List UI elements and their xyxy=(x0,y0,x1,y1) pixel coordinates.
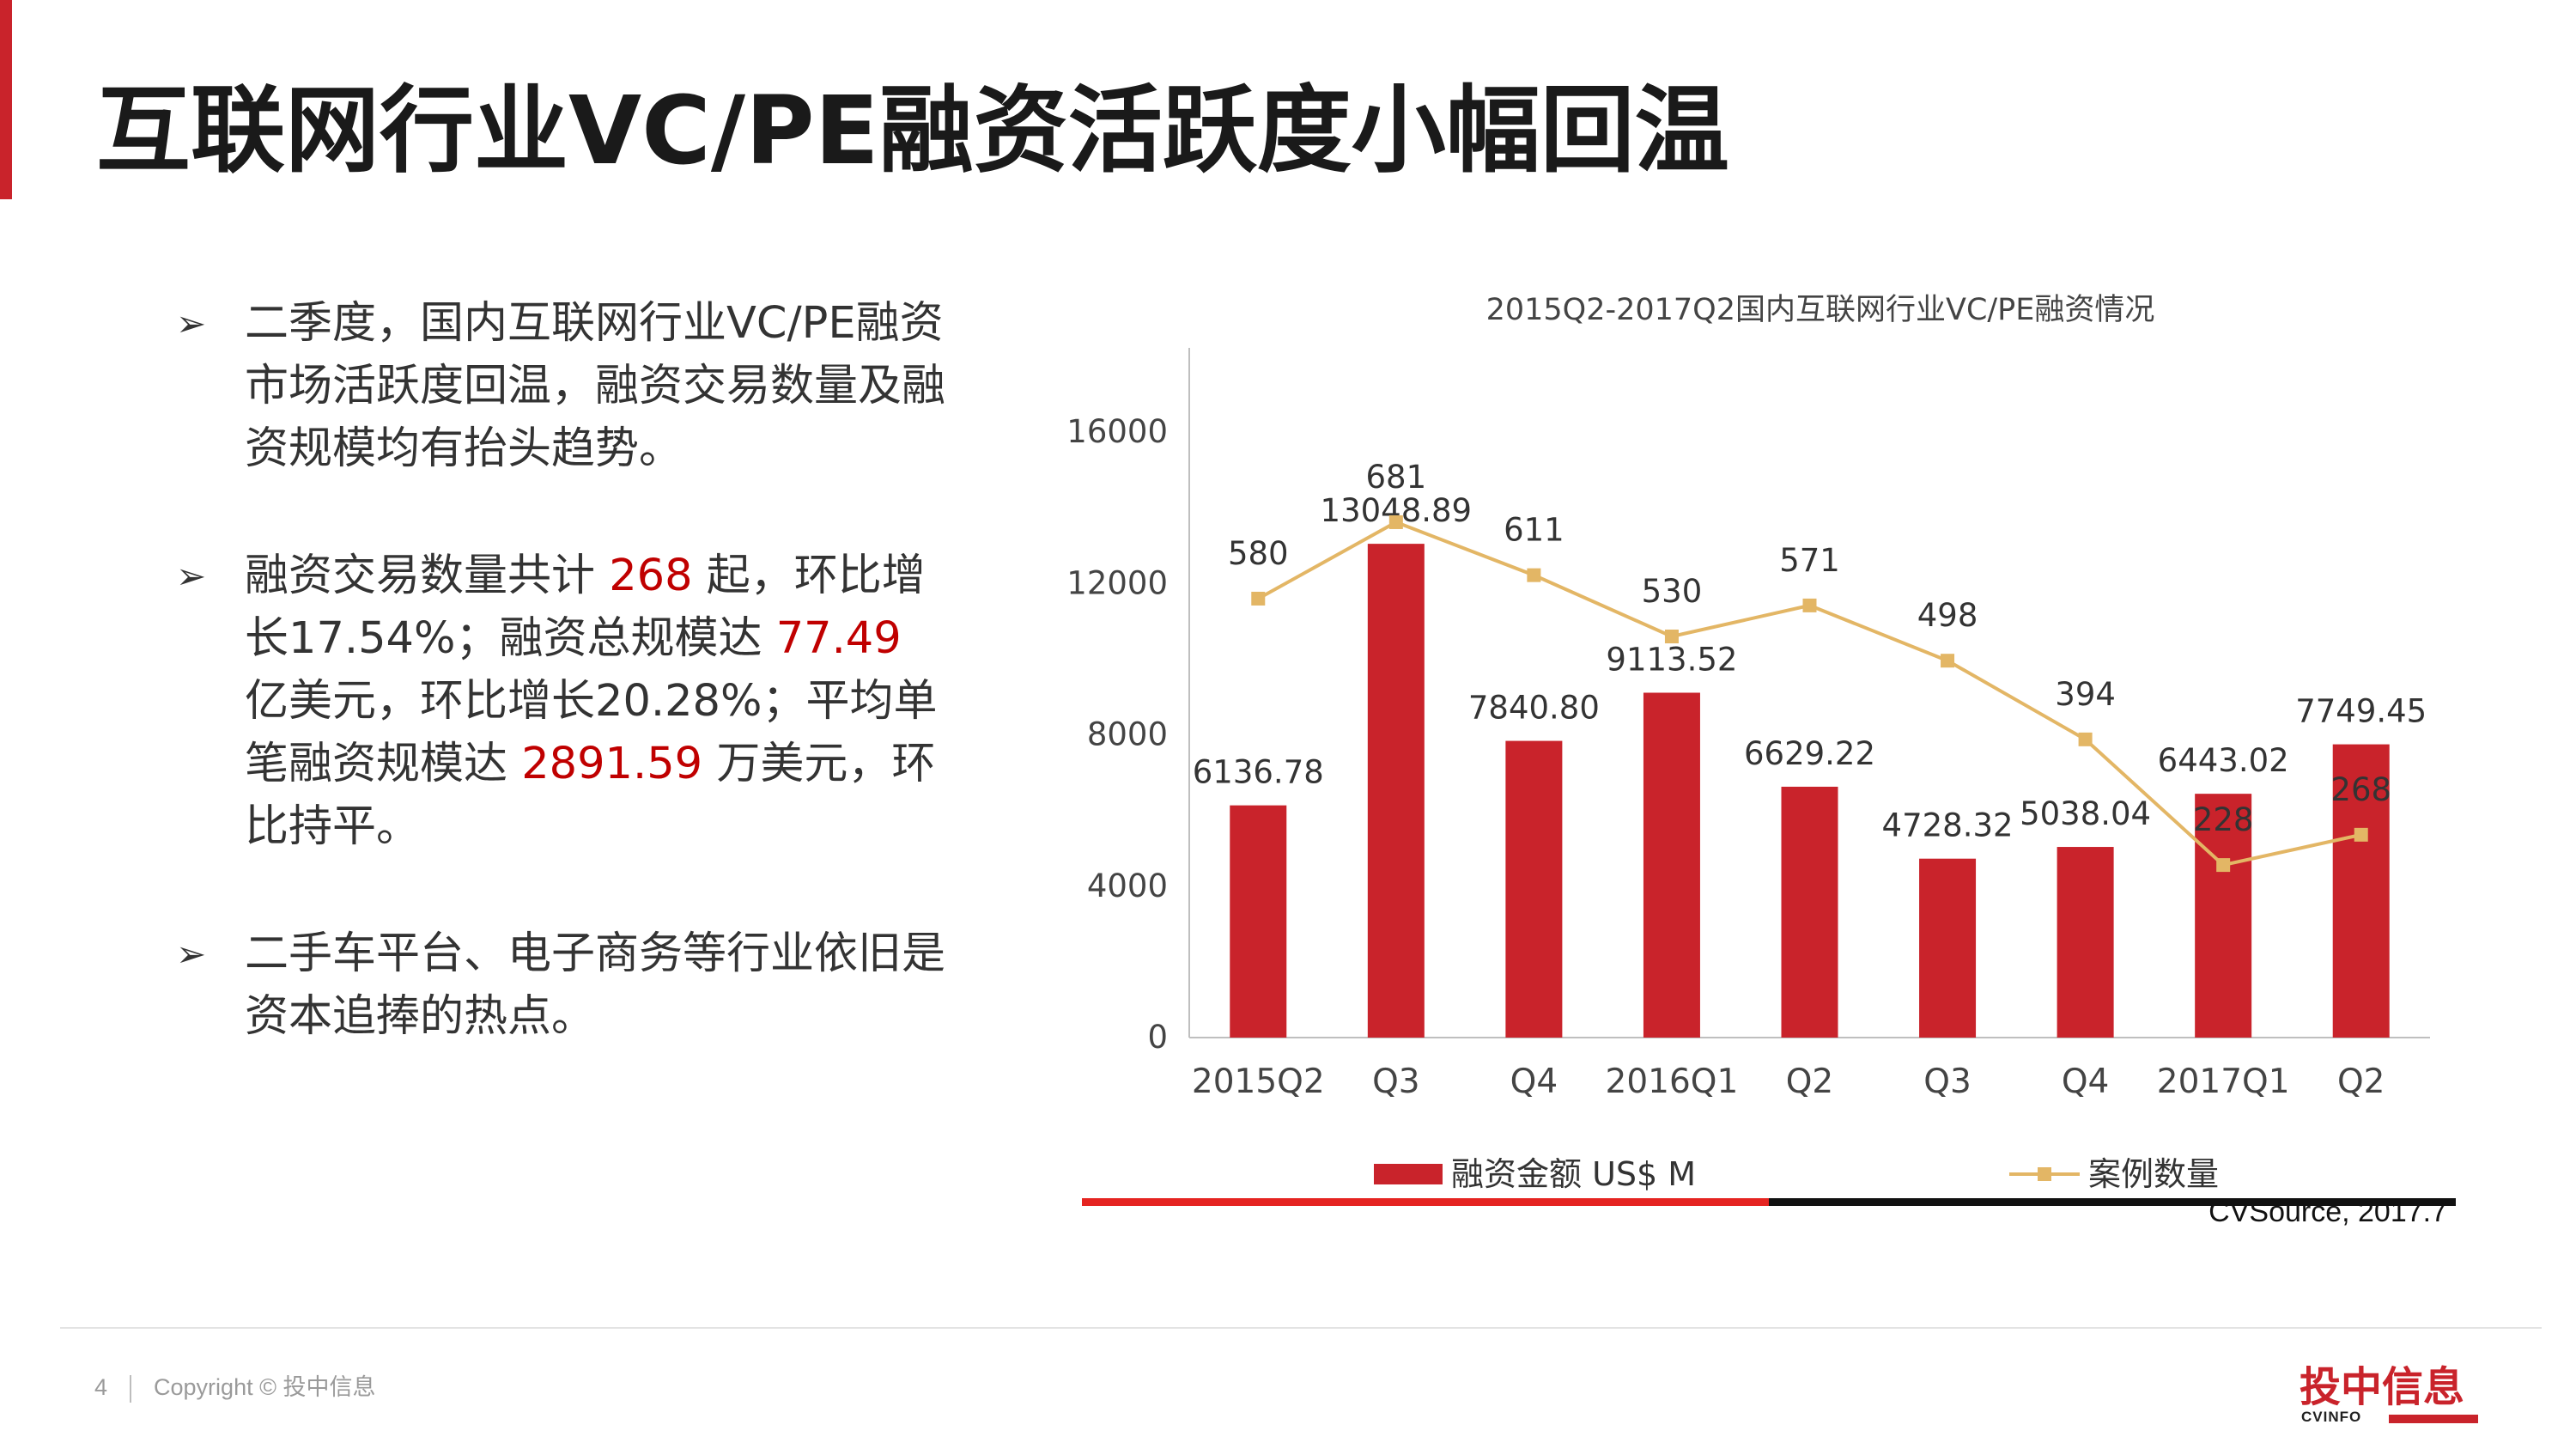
legend-bar-label: 融资金额 US$ M xyxy=(1451,1155,1696,1193)
bar-value-label: 6136.78 xyxy=(1193,754,1324,791)
legend-line-marker xyxy=(2038,1167,2051,1181)
logo-bar xyxy=(2389,1415,2478,1423)
x-tick-label: 2016Q1 xyxy=(1606,1062,1739,1101)
bullet-text: 二手车平台、电子商务等行业依旧是资本追捧的热点。 xyxy=(245,928,946,1042)
line-point xyxy=(1802,598,1817,612)
logo-text: 投中信息 xyxy=(2300,1363,2464,1411)
financing-chart: 2015Q2-2017Q2国内互联网行业VC/PE融资情况 0 4000 8000 12… xyxy=(1066,293,2456,1206)
footer: 4 Copyright © 投中信息 xyxy=(94,1368,375,1403)
bullet-text: 融资交易数量共计 xyxy=(245,551,610,601)
line-value-label: 394 xyxy=(2055,676,2116,713)
chart-title: 2015Q2-2017Q2国内互联网行业VC/PE融资情况 xyxy=(1486,293,2155,327)
bar-value-label: 7749.45 xyxy=(2295,693,2427,730)
bar-value-label: 7840.80 xyxy=(1468,690,1600,727)
arrow-bullet-icon: ➢ xyxy=(176,302,207,344)
y-tick-label: 16000 xyxy=(1066,413,1168,450)
underline-black xyxy=(1769,1198,2456,1206)
bullet-text: 万美元，环比持平。 xyxy=(245,739,936,852)
legend-line-label: 案例数量 xyxy=(2088,1155,2219,1193)
bullet-item: ➢ 二季度，国内互联网行业VC/PE融资市场活跃度回温，融资交易数量及融资规模均… xyxy=(176,292,953,480)
logo-sub-text: CVINFO xyxy=(2301,1409,2361,1425)
arrow-bullet-icon: ➢ xyxy=(176,933,207,975)
page-number: 4 xyxy=(94,1374,108,1400)
bar-value-label: 9113.52 xyxy=(1606,641,1737,678)
line-value-label: 268 xyxy=(2330,771,2391,808)
bar xyxy=(1230,805,1287,1038)
x-tick-label: Q4 xyxy=(2062,1062,2110,1101)
line-point xyxy=(2354,827,2368,842)
line-point xyxy=(2216,858,2231,873)
arrow-bullet-icon: ➢ xyxy=(176,555,207,597)
underline-red xyxy=(1082,1198,1769,1206)
footer-divider xyxy=(60,1327,2542,1329)
line-value-label: 498 xyxy=(1917,597,1978,634)
accent-bar xyxy=(0,0,12,199)
bar-value-label: 5038.04 xyxy=(2020,795,2151,832)
bullet-text: 二季度，国内互联网行业VC/PE融资市场活跃度回温，融资交易数量及融资规模均有抬… xyxy=(245,298,946,474)
footer-separator xyxy=(130,1374,132,1403)
bullet-item: ➢ 二手车平台、电子商务等行业依旧是资本追捧的热点。 xyxy=(176,922,953,1048)
bar xyxy=(2195,794,2252,1038)
bullet-text: 起，环比增长17.54%；融资总规模达 xyxy=(245,551,926,664)
x-tick-label: 2015Q2 xyxy=(1192,1062,1325,1101)
line-value-label: 611 xyxy=(1504,512,1564,549)
highlight-total-amount: 77.49 xyxy=(775,613,902,664)
line-value-label: 580 xyxy=(1228,535,1289,572)
bar xyxy=(2332,744,2390,1038)
chart-source: CVSource, 2017.7 xyxy=(2208,1196,2447,1228)
line-point xyxy=(1664,630,1679,644)
cvinfo-logo: 投中信息 CVINFO xyxy=(2300,1363,2478,1425)
bar xyxy=(1367,544,1425,1038)
x-tick-label: Q3 xyxy=(1923,1062,1971,1101)
y-tick-label: 8000 xyxy=(1087,716,1168,753)
slide-title: 互联网行业VC/PE融资活跃度小幅回温 xyxy=(96,76,1729,186)
bar xyxy=(2057,847,2114,1038)
bar xyxy=(1643,692,1700,1038)
bar-value-label: 6443.02 xyxy=(2158,742,2289,779)
highlight-deal-count: 268 xyxy=(609,551,693,601)
bar xyxy=(1505,740,1563,1038)
y-tick-label: 4000 xyxy=(1087,868,1168,904)
line-point xyxy=(1388,514,1403,529)
legend-bar-swatch xyxy=(1374,1164,1443,1184)
line-point xyxy=(1941,654,1955,668)
line-value-label: 228 xyxy=(2193,801,2254,838)
line-point xyxy=(1527,568,1541,582)
x-tick-label: Q3 xyxy=(1372,1062,1420,1101)
x-tick-label: 2017Q1 xyxy=(2157,1062,2290,1101)
line-value-label: 571 xyxy=(1779,542,1840,579)
bullet-item: ➢ 融资交易数量共计 268 起，环比增长17.54%；融资总规模达 77.49… xyxy=(176,545,953,858)
bullet-list: ➢ 二季度，国内互联网行业VC/PE融资市场活跃度回温，融资交易数量及融资规模均… xyxy=(176,292,953,1112)
bar xyxy=(1781,786,1838,1038)
copyright-text: Copyright © 投中信息 xyxy=(154,1374,376,1400)
line-value-label: 681 xyxy=(1366,459,1427,496)
y-tick-label: 0 xyxy=(1147,1019,1168,1056)
x-tick-label: Q2 xyxy=(2337,1062,2385,1101)
line-value-label: 530 xyxy=(1642,573,1703,610)
line-point xyxy=(2078,732,2093,746)
bar xyxy=(1919,858,1977,1038)
x-tick-label: Q2 xyxy=(1786,1062,1834,1101)
bar-value-label: 4728.32 xyxy=(1882,807,2014,844)
x-tick-label: Q4 xyxy=(1510,1062,1558,1101)
bullet-text: 亿美元，环比增长20.28%；平均单笔融资规模达 xyxy=(245,676,938,789)
y-tick-label: 12000 xyxy=(1066,564,1168,601)
bar-value-label: 6629.22 xyxy=(1744,735,1875,772)
highlight-average-amount: 2891.59 xyxy=(521,739,703,789)
line-point xyxy=(1251,591,1266,606)
